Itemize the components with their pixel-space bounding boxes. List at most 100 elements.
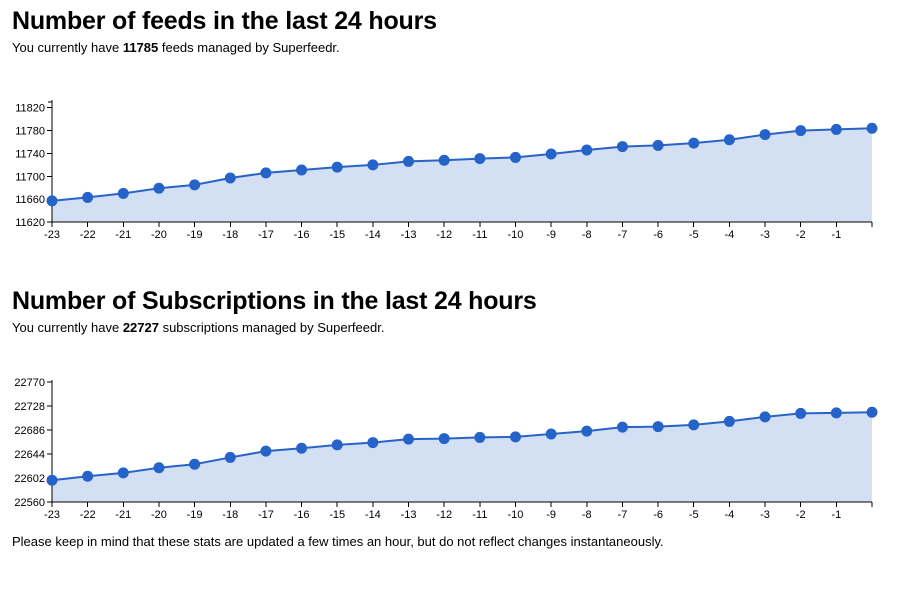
x-tick-label: -19 bbox=[187, 229, 203, 241]
x-tick-label: -13 bbox=[401, 509, 417, 521]
x-tick-label: -22 bbox=[80, 229, 96, 241]
data-point bbox=[759, 411, 771, 423]
series-line bbox=[51, 127, 873, 202]
data-point bbox=[331, 439, 343, 451]
series-line bbox=[51, 411, 873, 482]
y-tick-label: 22686 bbox=[14, 425, 45, 437]
y-tick-label: 11660 bbox=[15, 194, 45, 206]
data-point bbox=[153, 462, 165, 474]
data-point bbox=[224, 172, 236, 184]
data-point bbox=[46, 474, 58, 486]
series-area bbox=[52, 128, 872, 222]
y-tick-label: 22644 bbox=[14, 449, 45, 461]
data-point bbox=[82, 470, 94, 482]
data-point bbox=[616, 141, 628, 153]
data-point bbox=[117, 467, 129, 479]
x-tick-label: -9 bbox=[546, 509, 556, 521]
data-point bbox=[509, 431, 521, 443]
data-point bbox=[723, 415, 735, 427]
x-tick-label: -15 bbox=[329, 229, 345, 241]
data-point bbox=[830, 407, 842, 419]
feeds-chart-title: Number of feeds in the last 24 hours bbox=[12, 7, 437, 35]
x-tick-label: -2 bbox=[796, 229, 806, 241]
x-tick-label: -20 bbox=[151, 229, 167, 241]
data-point bbox=[82, 191, 94, 203]
x-tick-label: -8 bbox=[582, 509, 592, 521]
data-point bbox=[438, 154, 450, 166]
x-tick-label: -5 bbox=[689, 509, 699, 521]
data-point bbox=[616, 421, 628, 433]
x-tick-label: -19 bbox=[187, 509, 203, 521]
x-tick-label: -6 bbox=[653, 509, 663, 521]
y-tick-label: 22602 bbox=[14, 473, 45, 485]
x-tick-label: -17 bbox=[258, 509, 274, 521]
data-point bbox=[367, 437, 379, 449]
footer-note: Please keep in mind that these stats are… bbox=[12, 534, 664, 549]
data-point bbox=[795, 407, 807, 419]
data-point bbox=[545, 428, 557, 440]
y-tick-label: 11620 bbox=[15, 217, 45, 229]
data-point bbox=[331, 161, 343, 173]
y-tick-label: 22728 bbox=[14, 401, 45, 413]
x-tick-label: -14 bbox=[365, 509, 381, 521]
x-tick-label: -11 bbox=[472, 229, 487, 241]
x-tick-label: -20 bbox=[151, 509, 167, 521]
data-point bbox=[866, 406, 878, 418]
x-tick-label: -13 bbox=[401, 229, 417, 241]
data-point bbox=[403, 433, 415, 445]
feeds-count: 11785 bbox=[122, 40, 159, 55]
data-point bbox=[581, 425, 593, 437]
feeds-section: Number of feeds in the last 24 hours You… bbox=[12, 8, 892, 56]
data-point bbox=[509, 151, 521, 163]
x-tick-label: -16 bbox=[294, 229, 310, 241]
x-tick-label: -5 bbox=[689, 229, 699, 241]
x-tick-label: -18 bbox=[222, 509, 238, 521]
data-point bbox=[189, 179, 201, 191]
x-tick-label: -11 bbox=[472, 509, 487, 521]
x-tick-label: -15 bbox=[329, 509, 345, 521]
data-point bbox=[795, 125, 807, 137]
data-point bbox=[866, 122, 878, 134]
x-tick-label: -10 bbox=[508, 229, 524, 241]
y-tick-label: 11780 bbox=[15, 126, 45, 138]
subscriptions-desc-suffix: subscriptions managed by Superfeedr. bbox=[158, 320, 385, 335]
data-point bbox=[581, 144, 593, 156]
data-point bbox=[545, 148, 557, 160]
x-tick-label: -1 bbox=[831, 229, 841, 241]
x-tick-label: -9 bbox=[546, 229, 556, 241]
x-tick-label: -6 bbox=[653, 229, 663, 241]
x-tick-label: -3 bbox=[760, 229, 770, 241]
x-tick-label: -7 bbox=[618, 229, 628, 241]
subscriptions-description: You currently have 22727 subscriptions m… bbox=[12, 320, 892, 336]
data-point bbox=[403, 155, 415, 167]
series-area bbox=[52, 412, 872, 502]
x-tick-label: -12 bbox=[436, 229, 452, 241]
x-tick-label: -2 bbox=[796, 509, 806, 521]
data-point bbox=[723, 134, 735, 146]
x-tick-label: -16 bbox=[294, 509, 310, 521]
data-point bbox=[224, 451, 236, 463]
y-tick-label: 11740 bbox=[15, 148, 45, 160]
x-tick-label: -1 bbox=[831, 509, 841, 521]
x-tick-label: -14 bbox=[365, 229, 381, 241]
subscriptions-chart: 22560 22602 22644 22686 22728 22770 -23 -22 -21 -… bbox=[14, 377, 878, 521]
y-tick-label: 22560 bbox=[14, 497, 45, 509]
x-tick-label: -21 bbox=[115, 509, 131, 521]
x-tick-label: -23 bbox=[44, 509, 60, 521]
x-tick-label: -10 bbox=[508, 509, 524, 521]
feeds-chart: 11620 11660 11700 11740 11780 11820 -23 -22 -21 -… bbox=[15, 100, 878, 241]
x-tick-label: -8 bbox=[582, 229, 592, 241]
data-point bbox=[474, 431, 486, 443]
x-tick-label: -12 bbox=[436, 509, 452, 521]
y-tick-label: 22770 bbox=[14, 377, 45, 389]
data-point bbox=[759, 129, 771, 141]
subscriptions-chart-title: Number of Subscriptions in the last 24 h… bbox=[12, 287, 537, 315]
x-tick-label: -21 bbox=[115, 229, 131, 241]
data-point bbox=[260, 445, 272, 457]
data-point bbox=[367, 159, 379, 171]
x-tick-label: -3 bbox=[760, 509, 770, 521]
subscriptions-section: Number of Subscriptions in the last 24 h… bbox=[12, 288, 892, 336]
y-tick-label: 11820 bbox=[15, 103, 45, 115]
x-tick-label: -18 bbox=[222, 229, 238, 241]
data-point bbox=[652, 139, 664, 151]
